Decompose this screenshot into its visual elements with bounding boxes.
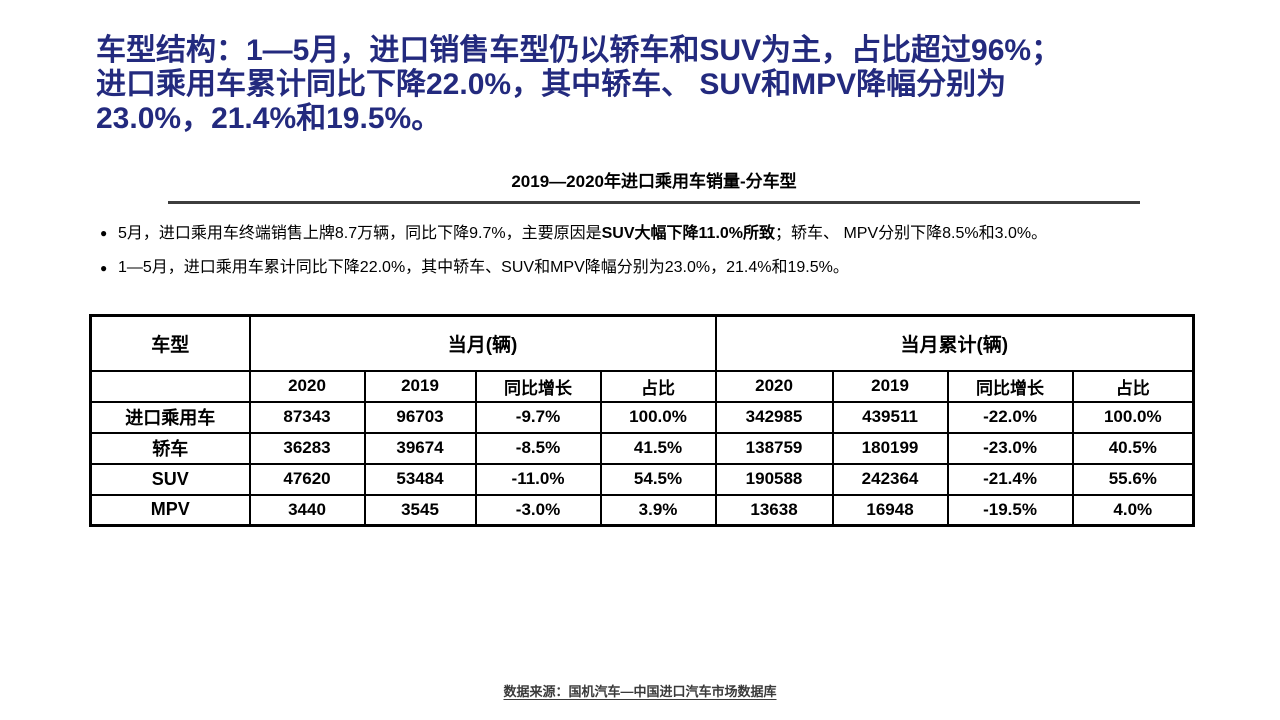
- bullet-text-1: 5月，进口乘用车终端销售上牌8.7万辆，同比下降9.7%，主要原因是SUV大幅下…: [118, 215, 1173, 252]
- cell: 100.0%: [1071, 400, 1195, 434]
- cell: -19.5%: [946, 493, 1074, 527]
- data-source: 数据来源：国机汽车—中国进口汽车市场数据库: [503, 684, 777, 699]
- cell: 40.5%: [1071, 431, 1195, 465]
- cell: 138759: [714, 431, 834, 465]
- cell: 47620: [248, 462, 366, 496]
- cell: -21.4%: [946, 462, 1074, 496]
- table-sub-header-row: 2020 2019 同比增长 占比 2020 2019 同比增长 占比: [89, 369, 1195, 403]
- cell: -8.5%: [474, 431, 602, 465]
- cell: 13638: [714, 493, 834, 527]
- col-header-yoy-month: 同比增长: [474, 369, 602, 403]
- cell: -11.0%: [474, 462, 602, 496]
- cell: 190588: [714, 462, 834, 496]
- row-label: MPV: [89, 493, 251, 527]
- cell: 16948: [831, 493, 949, 527]
- bullet-icon: ●: [100, 226, 108, 240]
- slide-title: 车型结构：1—5月，进口销售车型仍以轿车和SUV为主，占比超过96%； 进口乘用…: [96, 34, 1216, 136]
- cell: 87343: [248, 400, 366, 434]
- col-group-current-month: 当月(辆): [248, 314, 717, 372]
- row-label: SUV: [89, 462, 251, 496]
- cell: 3440: [248, 493, 366, 527]
- slide-title-line-2: 进口乘用车累计同比下降22.0%，其中轿车、 SUV和MPV降幅分别为: [96, 68, 1007, 101]
- table-row-mpv: MPV 3440 3545 -3.0% 3.9% 13638 16948 -19…: [89, 493, 1195, 527]
- cell: 100.0%: [599, 400, 717, 434]
- cell: -9.7%: [474, 400, 602, 434]
- cell: 3.9%: [599, 493, 717, 527]
- col-group-cumulative: 当月累计(辆): [714, 314, 1195, 372]
- cell: 439511: [831, 400, 949, 434]
- cell: 242364: [831, 462, 949, 496]
- col-header-share-cum: 占比: [1071, 369, 1195, 403]
- table-title: 2019—2020年进口乘用车销量-分车型: [511, 172, 797, 191]
- cell: 3545: [363, 493, 477, 527]
- col-header-2019-month: 2019: [363, 369, 477, 403]
- slide-title-line-3: 23.0%，21.4%和19.5%。: [96, 102, 442, 135]
- cell: 39674: [363, 431, 477, 465]
- row-label: 轿车: [89, 431, 251, 465]
- col-header-share-month: 占比: [599, 369, 717, 403]
- col-header-2020-cum: 2020: [714, 369, 834, 403]
- bullet-1-post: ；轿车、 MPV分别下降8.5%和3.0%。: [775, 225, 1048, 242]
- col-header-empty: [89, 369, 251, 403]
- table-group-header-row: 车型 当月(辆) 当月累计(辆): [89, 314, 1195, 372]
- cell: 96703: [363, 400, 477, 434]
- table-row-imported-passenger: 进口乘用车 87343 96703 -9.7% 100.0% 342985 43…: [89, 400, 1195, 434]
- col-header-vehicle-type: 车型: [89, 314, 251, 372]
- cell: 53484: [363, 462, 477, 496]
- table-row-sedan: 轿车 36283 39674 -8.5% 41.5% 138759 180199…: [89, 431, 1195, 465]
- bullet-icon: ●: [100, 261, 108, 275]
- cell: 180199: [831, 431, 949, 465]
- bullet-list: ● 5月，进口乘用车终端销售上牌8.7万辆，同比下降9.7%，主要原因是SUV大…: [100, 215, 1180, 283]
- col-header-2020-month: 2020: [248, 369, 366, 403]
- cell: -3.0%: [474, 493, 602, 527]
- bullet-item-2: ● 1—5月，进口乘用车累计同比下降22.0%，其中轿车、SUV和MPV降幅分别…: [100, 253, 1180, 283]
- cell: 54.5%: [599, 462, 717, 496]
- cell: 4.0%: [1071, 493, 1195, 527]
- cell: -23.0%: [946, 431, 1074, 465]
- cell: 55.6%: [1071, 462, 1195, 496]
- bullet-1-bold: SUV大幅下降11.0%所致: [601, 225, 776, 242]
- cell: 342985: [714, 400, 834, 434]
- slide-title-line-1: 车型结构：1—5月，进口销售车型仍以轿车和SUV为主，占比超过96%；: [96, 34, 1062, 67]
- bullet-text-2: 1—5月，进口乘用车累计同比下降22.0%，其中轿车、SUV和MPV降幅分别为2…: [118, 253, 1173, 283]
- divider-line: [168, 201, 1140, 204]
- cell: 36283: [248, 431, 366, 465]
- sales-table: 车型 当月(辆) 当月累计(辆) 2020 2019 同比增长 占比 2020 …: [89, 314, 1196, 527]
- bullet-1-pre: 5月，进口乘用车终端销售上牌8.7万辆，同比下降9.7%，主要原因是: [118, 225, 602, 242]
- cell: 41.5%: [599, 431, 717, 465]
- col-header-yoy-cum: 同比增长: [946, 369, 1074, 403]
- table-row-suv: SUV 47620 53484 -11.0% 54.5% 190588 2423…: [89, 462, 1195, 496]
- col-header-2019-cum: 2019: [831, 369, 949, 403]
- cell: -22.0%: [946, 400, 1074, 434]
- row-label: 进口乘用车: [89, 400, 251, 434]
- bullet-item-1: ● 5月，进口乘用车终端销售上牌8.7万辆，同比下降9.7%，主要原因是SUV大…: [100, 215, 1180, 252]
- bullet-2-pre: 1—5月，进口乘用车累计同比下降22.0%，其中轿车、SUV和MPV降幅分别为2…: [118, 259, 849, 276]
